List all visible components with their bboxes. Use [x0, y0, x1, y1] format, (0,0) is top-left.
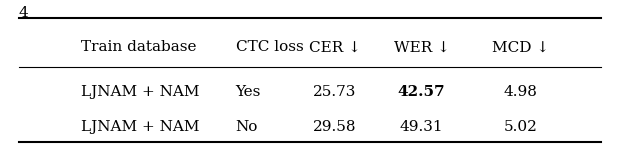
Text: 4: 4 [19, 6, 29, 20]
Text: 29.58: 29.58 [313, 120, 356, 134]
Text: Train database: Train database [81, 40, 196, 54]
Text: LJNAM + NAM: LJNAM + NAM [81, 85, 199, 99]
Text: No: No [236, 120, 258, 134]
Text: CER ↓: CER ↓ [309, 40, 361, 54]
Text: Yes: Yes [236, 85, 261, 99]
Text: 42.57: 42.57 [398, 85, 445, 99]
Text: 25.73: 25.73 [313, 85, 356, 99]
Text: WER ↓: WER ↓ [394, 40, 450, 54]
Text: CTC loss: CTC loss [236, 40, 303, 54]
Text: MCD ↓: MCD ↓ [492, 40, 549, 54]
Text: 49.31: 49.31 [400, 120, 443, 134]
Text: LJNAM + NAM: LJNAM + NAM [81, 120, 199, 134]
Text: 5.02: 5.02 [504, 120, 538, 134]
Text: 4.98: 4.98 [504, 85, 538, 99]
